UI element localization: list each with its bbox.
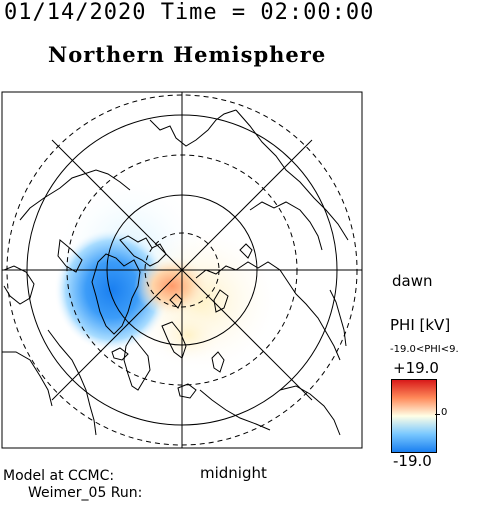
hemisphere-title: Northern Hemisphere xyxy=(48,42,327,67)
coast-siberia-east xyxy=(249,201,323,251)
coast-arctic-islands xyxy=(239,243,253,259)
potential-positive-cell xyxy=(134,256,210,316)
coast-black-sea xyxy=(177,383,197,399)
coast-greenland xyxy=(91,253,141,335)
colorbar-max-label: +19.0 xyxy=(393,359,439,377)
coast-west-bay xyxy=(2,351,53,407)
colorbar-zero-label: 0 xyxy=(441,407,448,418)
coast-europe xyxy=(123,335,151,391)
run-label: Weimer_05 Run: xyxy=(28,485,143,501)
colorbar xyxy=(391,379,437,453)
coast-scandinavia xyxy=(161,321,187,359)
coast-canada-arctic xyxy=(119,235,167,267)
coast-labrador xyxy=(3,265,35,305)
plot-title: 01/14/2020 Time = 02:00:00 xyxy=(4,0,375,25)
polar-map xyxy=(1,91,363,449)
coast-caspian xyxy=(211,351,225,373)
colorbar-zero-tick xyxy=(435,414,440,415)
coast-alaska xyxy=(149,109,237,147)
longitude-lines xyxy=(2,92,362,448)
coast-hudson-bay xyxy=(57,239,83,273)
dawn-label: dawn xyxy=(392,272,433,290)
model-label: Model at CCMC: xyxy=(3,468,115,484)
colorbar-min-label: -19.0 xyxy=(393,452,432,470)
coastlines xyxy=(2,109,349,436)
colorbar-range: -19.0<PHI<9. xyxy=(390,345,459,355)
coast-middle-east xyxy=(199,389,271,431)
colorbar-title: PHI [kV] xyxy=(390,316,451,334)
meridian-diagonal-2 xyxy=(51,139,313,401)
midnight-label: midnight xyxy=(200,464,267,482)
coast-north-america-west xyxy=(19,169,131,221)
coast-india-china xyxy=(279,385,341,436)
coast-novaya-zemlya xyxy=(213,289,229,313)
coast-iceland xyxy=(111,347,129,361)
coast-atlantic xyxy=(47,329,97,436)
